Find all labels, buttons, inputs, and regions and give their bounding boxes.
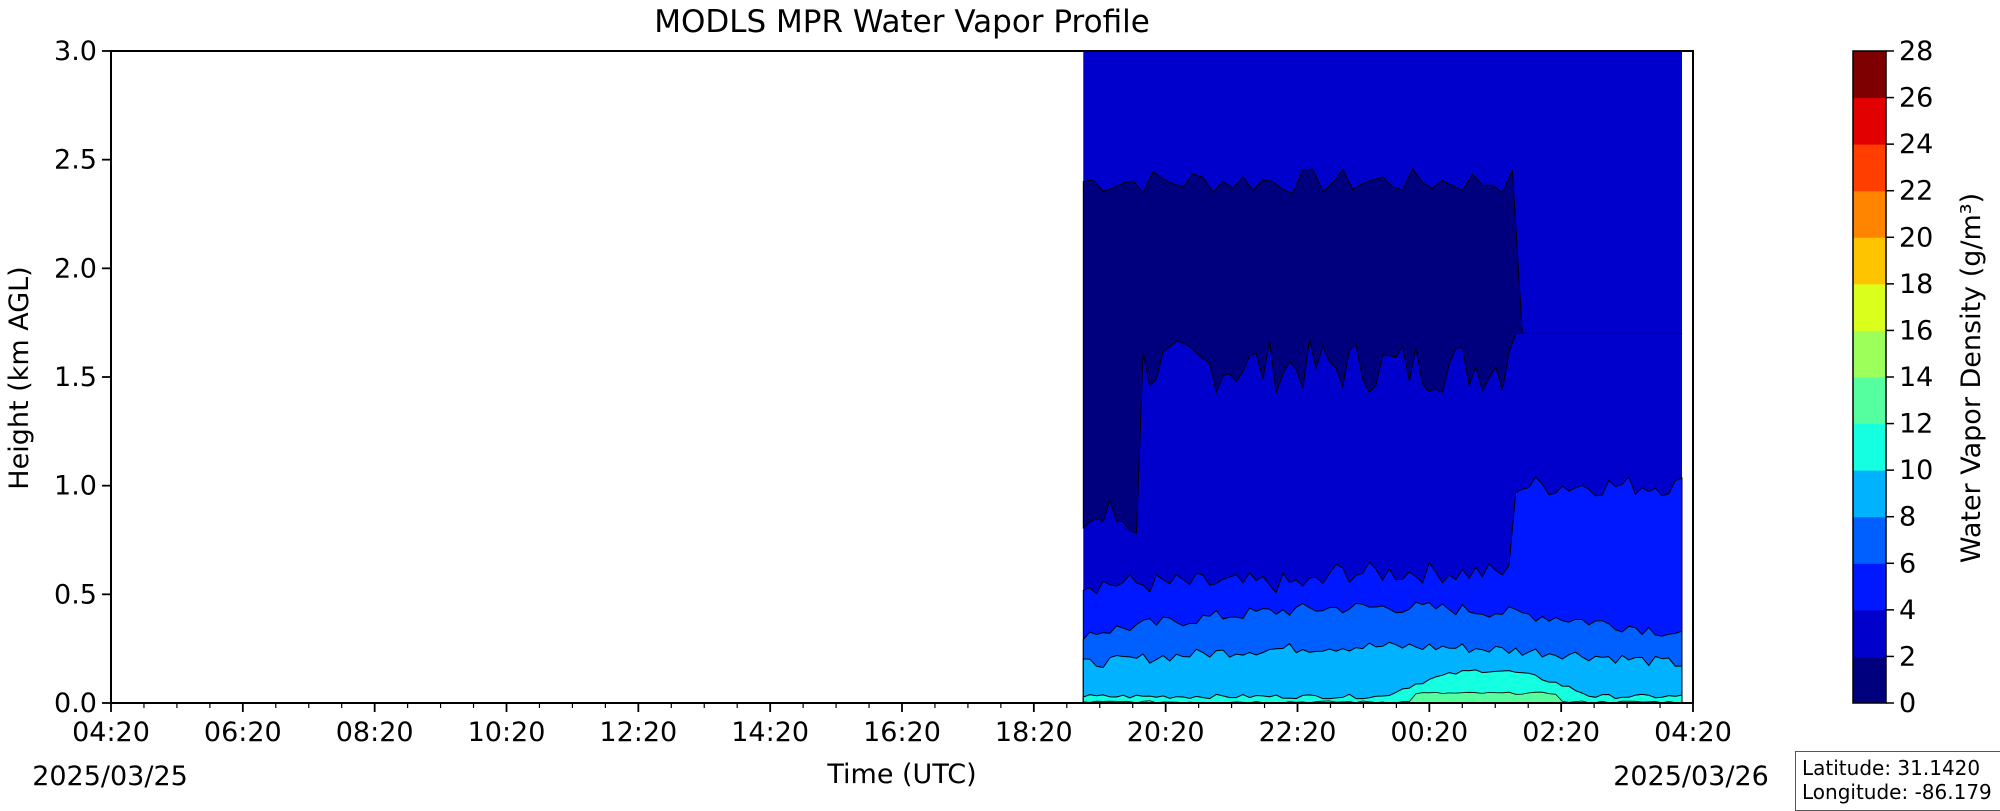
colorbar-segment bbox=[1853, 423, 1886, 471]
longitude-text: Longitude: -86.179 bbox=[1802, 780, 1992, 804]
colorbar-tick-label: 8 bbox=[1899, 502, 1916, 533]
band-0-2 bbox=[1082, 167, 1682, 534]
colorbar-tick-label: 28 bbox=[1899, 36, 1933, 67]
colorbar-segment bbox=[1853, 330, 1886, 378]
colorbar-segment bbox=[1853, 144, 1886, 192]
colorbar-tick-label: 20 bbox=[1899, 222, 1933, 253]
y-tick-label: 2.5 bbox=[54, 145, 97, 176]
colorbar-tick-label: 26 bbox=[1899, 83, 1933, 114]
location-box: Latitude: 31.1420 Longitude: -86.179 bbox=[1795, 751, 2000, 811]
colorbar-segment bbox=[1853, 237, 1886, 285]
colorbar-tick-label: 6 bbox=[1899, 548, 1916, 579]
colorbar-tick-label: 16 bbox=[1899, 315, 1933, 346]
x-tick-label: 08:20 bbox=[336, 717, 414, 748]
plot-area bbox=[110, 50, 1694, 704]
latitude-text: Latitude: 31.1420 bbox=[1802, 756, 1981, 780]
y-axis: 0.0 0.5 1.0 1.5 2.0 2.5 3.0 bbox=[54, 36, 111, 719]
colorbar-tick-label: 10 bbox=[1899, 455, 1933, 486]
y-axis-label: Height (km AGL) bbox=[4, 266, 35, 489]
colorbar-tick-label: 14 bbox=[1899, 362, 1933, 393]
x-tick-label: 10:20 bbox=[468, 717, 546, 748]
x-tick-label: 14:20 bbox=[731, 717, 809, 748]
x-tick-label: 02:20 bbox=[1522, 717, 1600, 748]
x-tick-label: 12:20 bbox=[599, 717, 677, 748]
colorbar-tick-label: 0 bbox=[1899, 688, 1916, 719]
y-tick-label: 3.0 bbox=[54, 36, 97, 67]
colorbar-tick-label: 18 bbox=[1899, 269, 1933, 300]
colorbar-segment bbox=[1853, 563, 1886, 611]
x-tick-label: 00:20 bbox=[1390, 717, 1468, 748]
y-tick-label: 0.0 bbox=[54, 688, 97, 719]
colorbar-segment bbox=[1853, 470, 1886, 518]
colorbar-tick-label: 4 bbox=[1899, 595, 1916, 626]
x-tick-label: 16:20 bbox=[863, 717, 941, 748]
end-date: 2025/03/26 bbox=[1613, 761, 1769, 792]
y-tick-label: 1.5 bbox=[54, 362, 97, 393]
colorbar-segment bbox=[1853, 656, 1886, 704]
x-tick-label: 04:20 bbox=[72, 717, 150, 748]
colorbar-segment bbox=[1853, 51, 1886, 99]
colorbar-segment bbox=[1853, 97, 1886, 145]
x-tick-label: 06:20 bbox=[204, 717, 282, 748]
colorbar-segment bbox=[1853, 283, 1886, 331]
x-axis-label: Time (UTC) bbox=[826, 759, 976, 790]
x-axis: 04:20 06:20 08:20 10:20 12:20 14:20 16:20 18:20… bbox=[72, 703, 1732, 748]
colorbar-tick-label: 2 bbox=[1899, 641, 1916, 672]
colorbar-tick-label: 22 bbox=[1899, 176, 1933, 207]
y-tick-label: 0.5 bbox=[54, 579, 97, 610]
colorbar-segment bbox=[1853, 516, 1886, 564]
y-tick-label: 1.0 bbox=[54, 471, 97, 502]
x-tick-label: 22:20 bbox=[1259, 717, 1337, 748]
x-tick-label: 04:20 bbox=[1654, 717, 1732, 748]
colorbar-segment bbox=[1853, 609, 1886, 657]
colorbar-tick-label: 12 bbox=[1899, 409, 1933, 440]
chart-title: MODLS MPR Water Vapor Profile bbox=[654, 4, 1150, 40]
colorbar-segment bbox=[1853, 377, 1886, 425]
colorbar-label: Water Vapor Density (g/m³) bbox=[1956, 193, 1987, 563]
start-date: 2025/03/25 bbox=[32, 761, 188, 792]
colorbar-tick-label: 24 bbox=[1899, 129, 1933, 160]
colorbar-segment bbox=[1853, 190, 1886, 238]
y-tick-label: 2.0 bbox=[54, 253, 97, 284]
x-tick-label: 20:20 bbox=[1127, 717, 1205, 748]
x-tick-label: 18:20 bbox=[995, 717, 1073, 748]
